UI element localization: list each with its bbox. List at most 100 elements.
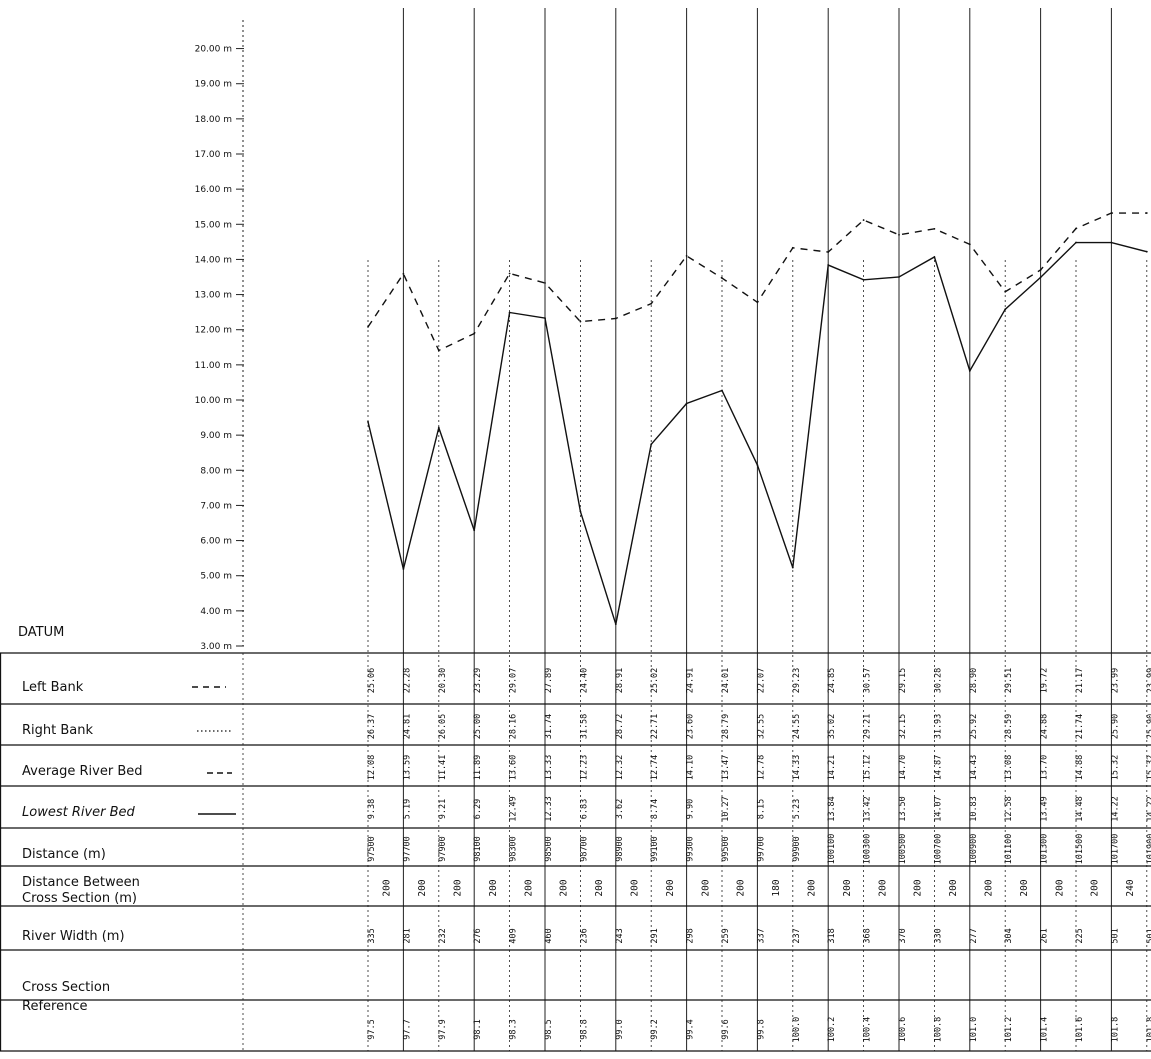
data-point [650, 443, 653, 446]
row-label-average-bed: Average River Bed [22, 764, 143, 779]
data-point [1110, 241, 1113, 244]
left-bank-value: 19.72 [1040, 668, 1050, 694]
distance-value: 99500 [721, 836, 731, 862]
y-tick-label: 13.00 m [195, 291, 232, 301]
data-point [862, 278, 865, 281]
average-bed-value: 13.59 [402, 755, 412, 781]
river-width-value: 337 [756, 928, 766, 943]
data-point [508, 272, 511, 275]
lowest-bed-value: 13.50 [898, 796, 908, 822]
lowest-bed-value: 12.58 [1004, 796, 1014, 822]
gap-value: 200 [630, 879, 641, 896]
average-bed-value: 13.70 [1040, 755, 1050, 781]
lowest-bed-value: 14.22 [1146, 796, 1151, 822]
reference-value: 101.0 [969, 1017, 979, 1043]
table-cells: 25.06 22.28 20.30 23.29 29.07 27.89 24.40 28.91… [367, 668, 1151, 1043]
river-width-value: 276 [473, 928, 483, 943]
y-tick-label: 11.00 m [195, 361, 232, 371]
row-label-reference-1: Cross Section [22, 980, 110, 995]
river-width-value: 277 [969, 928, 979, 943]
left-bank-value: 22.28 [402, 668, 412, 694]
reference-value: 99.2 [650, 1019, 660, 1039]
river-width-value: 281 [402, 928, 412, 943]
distance-value: 98300 [509, 836, 519, 862]
right-bank-value: 31.74 [544, 714, 554, 740]
gap-value: 200 [417, 879, 428, 896]
data-point [473, 529, 476, 532]
river-width-value: 501 [1110, 928, 1120, 943]
distance-value: 98100 [473, 836, 483, 862]
right-bank-value: 31.58 [579, 714, 589, 740]
data-point [756, 464, 759, 466]
left-bank-value: 29.15 [898, 668, 908, 694]
right-bank-value: 31.93 [933, 714, 943, 740]
average-bed-value: 14.70 [898, 755, 908, 781]
reference-value: 98.5 [544, 1019, 554, 1039]
distance-value: 99100 [650, 836, 660, 862]
data-point [1075, 241, 1077, 244]
distance-value: 101300 [1040, 834, 1050, 865]
river-width-value: 225 [1075, 928, 1085, 943]
average-bed-value: 14.10 [686, 755, 696, 781]
data-point [685, 402, 688, 405]
distance-value: 101700 [1110, 834, 1120, 865]
reference-value: 100.2 [827, 1017, 837, 1043]
data-point [721, 277, 723, 279]
row-label-gap-1: Distance Between [22, 875, 140, 890]
data-point [862, 219, 865, 221]
distance-value: 99700 [756, 836, 766, 862]
left-bank-value: 25.02 [650, 668, 660, 694]
reference-value: 98.1 [473, 1019, 483, 1039]
river-width-value: 409 [509, 928, 519, 943]
river-width-value: 237 [792, 928, 802, 943]
distance-value: 100100 [827, 834, 837, 865]
gap-value: 200 [523, 879, 534, 896]
gap-value: 200 [665, 879, 676, 896]
reference-value: 99.6 [721, 1019, 731, 1039]
data-point [579, 320, 582, 323]
reference-value: 98.8 [579, 1019, 589, 1039]
distance-value: 100900 [969, 834, 979, 865]
river-width-value: 243 [615, 928, 625, 943]
data-point [367, 326, 369, 328]
row-label-right-bank: Right Bank [22, 723, 93, 738]
river-width-value: 232 [438, 928, 448, 943]
distance-value: 99900 [792, 836, 802, 862]
gap-value: 200 [1054, 879, 1065, 896]
y-tick-label: 5.00 m [200, 572, 232, 582]
left-bank-value: 22.07 [756, 668, 766, 694]
river-width-value: 298 [686, 928, 696, 943]
river-width-value: 370 [898, 928, 908, 943]
y-tick-label: 16.00 m [195, 185, 232, 195]
data-point [968, 369, 971, 372]
row-label-gap-2: Cross Section (m) [22, 891, 137, 906]
river-width-value: 368 [863, 928, 873, 943]
right-bank-value: 23.60 [686, 714, 696, 740]
river-width-value: 304 [1004, 928, 1014, 943]
reference-value: 100.6 [898, 1017, 908, 1043]
gap-value: 200 [807, 879, 818, 896]
left-bank-value: 29.07 [509, 668, 519, 694]
row-labels: Left Bank Right Bank Average River Bed L… [22, 680, 143, 1014]
distance-value: 98500 [544, 836, 554, 862]
y-tick-label: 14.00 m [195, 255, 232, 265]
data-point [402, 568, 405, 570]
river-width-value: 330 [933, 928, 943, 943]
average-bed-value: 14.21 [827, 755, 837, 781]
left-bank-value: 20.30 [438, 668, 448, 694]
river-width-value: 261 [1040, 928, 1050, 943]
row-label-distance: Distance (m) [22, 847, 106, 862]
y-axis: 20.00 m 19.00 m 18.00 m 17.00 m 16.00 m 15.00… [195, 20, 244, 652]
left-bank-value: 29.51 [1004, 668, 1014, 694]
gap-value: 200 [488, 879, 499, 896]
y-tick-label: 10.00 m [195, 396, 232, 406]
lowest-bed-value: 6.29 [473, 799, 483, 819]
left-bank-value: 24.01 [721, 668, 731, 694]
left-bank-value: 27.89 [544, 668, 554, 694]
river-width-value: 259 [721, 928, 731, 943]
data-point [685, 255, 688, 257]
row-label-width: River Width (m) [22, 929, 125, 944]
data-point [473, 332, 476, 335]
gap-value: 200 [382, 879, 393, 896]
